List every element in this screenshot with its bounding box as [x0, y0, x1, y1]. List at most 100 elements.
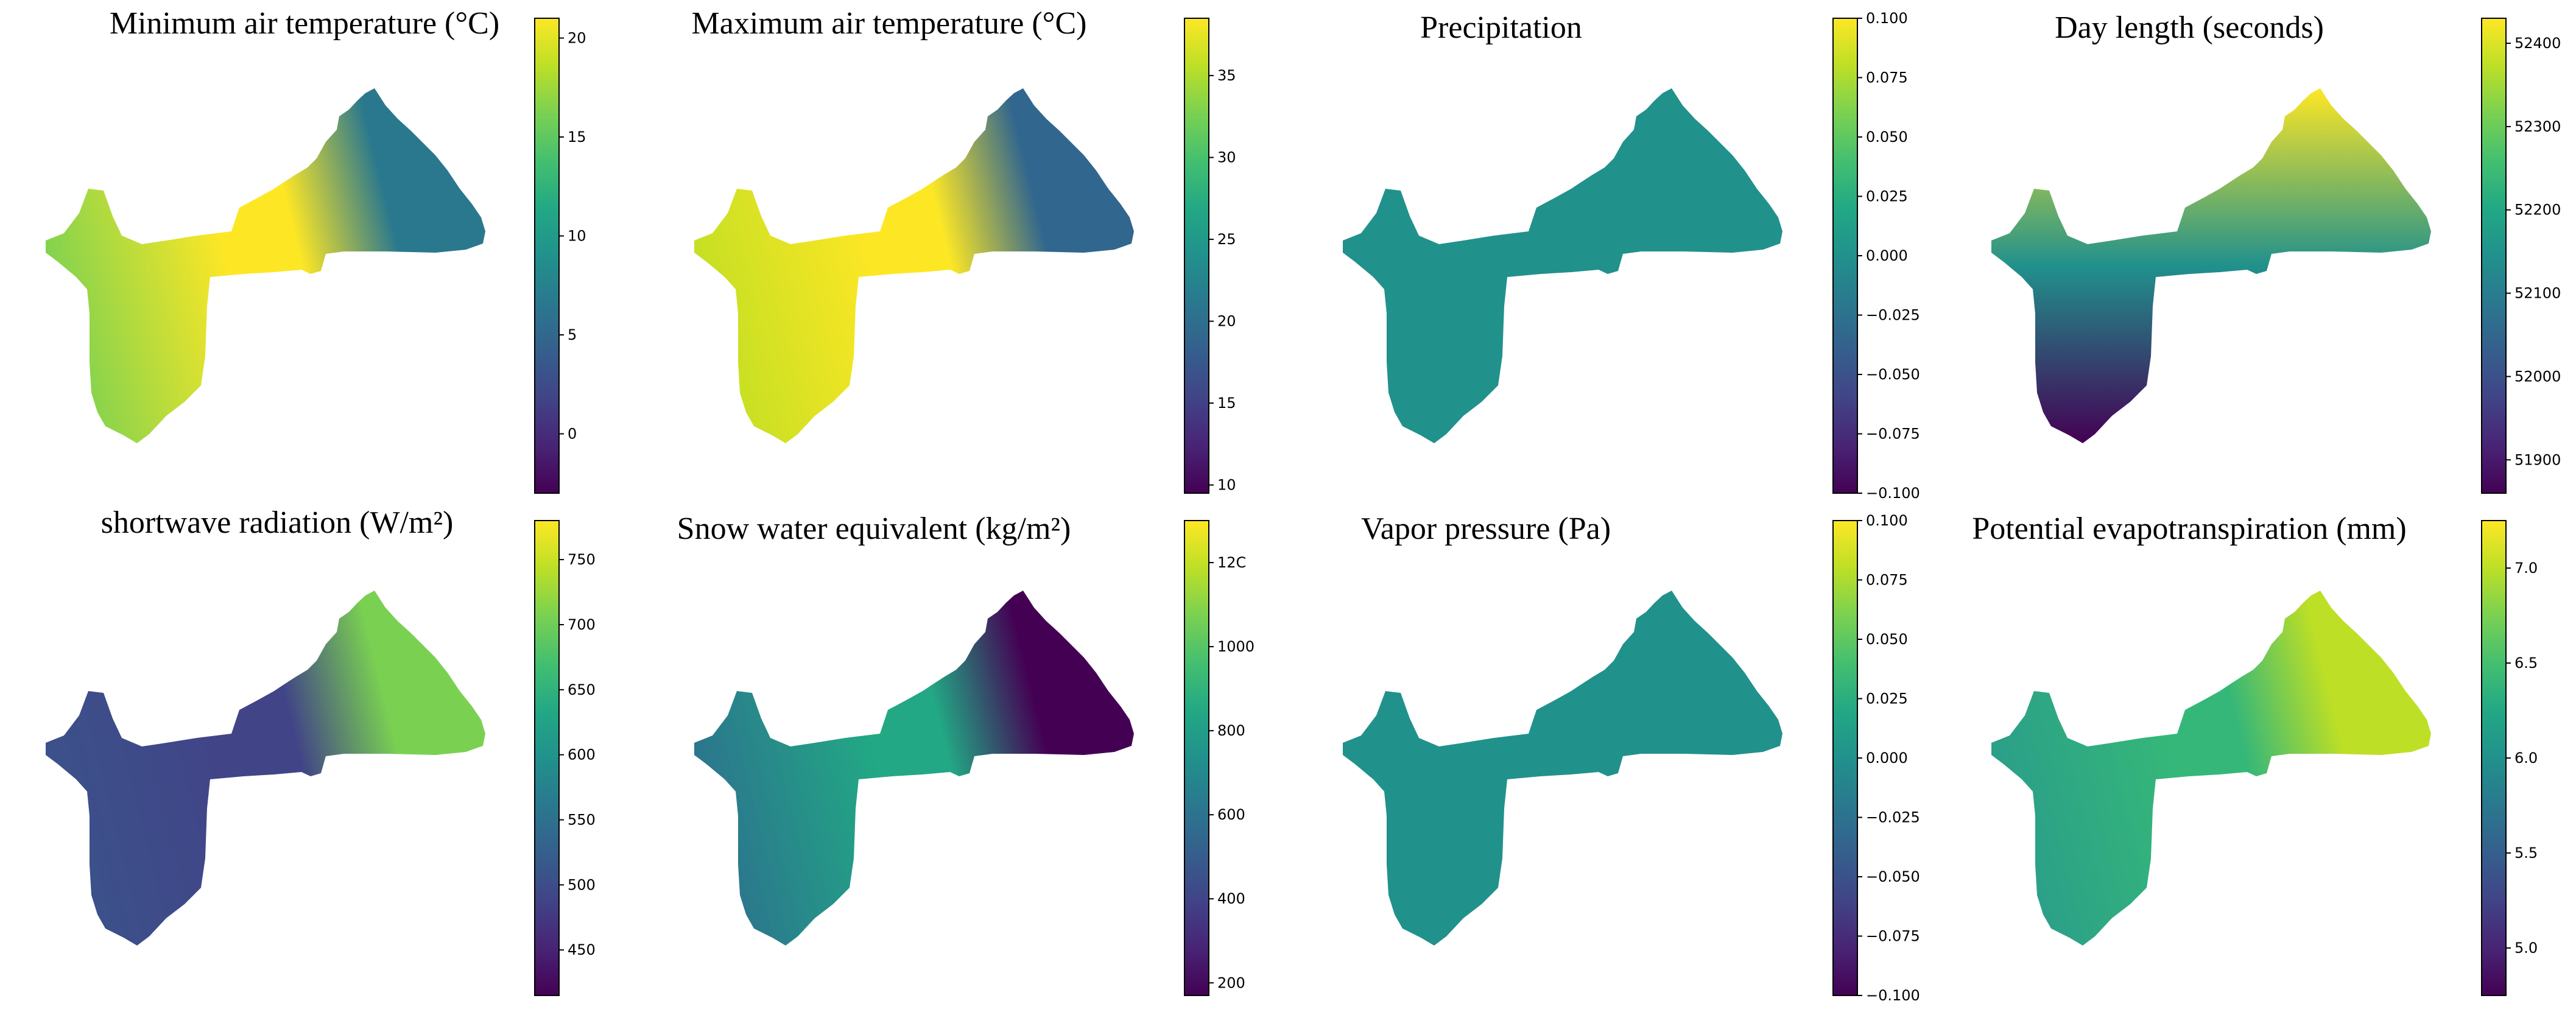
- panel-6: Snow water equivalent (kg/m²) 200 400 600 80…: [677, 511, 1255, 996]
- colorbar-gradient: [535, 521, 559, 995]
- colorbar-gradient: [535, 18, 559, 493]
- colorbar-tick-label: 0.050: [1866, 128, 1908, 146]
- colorbar-tick-label: 700: [568, 616, 596, 633]
- colorbar-tick-label: 400: [1217, 890, 1245, 907]
- colorbar-tick-label: −0.100: [1866, 485, 1920, 502]
- region-map: [694, 88, 1134, 443]
- panel-3: Precipitation −0.100 −0.075 −0.050 −0.025 0.0…: [1343, 10, 1920, 502]
- colorbar-tick-label: −0.050: [1866, 366, 1920, 383]
- panel-1: Minimum air temperature (°C) 0 5 10 15 20: [46, 6, 586, 494]
- colorbar-frame: [1184, 18, 1209, 494]
- colorbar-tick-label: 0.000: [1866, 247, 1908, 264]
- colorbar-tick-label: 1000: [1217, 638, 1255, 655]
- panel-title: Minimum air temperature (°C): [110, 6, 499, 41]
- panel-title: Day length (seconds): [2055, 10, 2324, 45]
- colorbar: 0 5 10 15 20: [534, 18, 586, 494]
- region-map: [1991, 88, 2431, 443]
- colorbar-tick-label: 12C: [1217, 554, 1246, 571]
- region-map: [694, 591, 1134, 946]
- colorbar-tick-label: 500: [568, 876, 596, 893]
- colorbar-tick-label: 15: [1217, 395, 1236, 412]
- region-fill: [1343, 88, 1782, 443]
- colorbar-tick-label: 5.0: [2514, 939, 2538, 957]
- colorbar-tick-label: 750: [568, 551, 596, 568]
- colorbar-tick-label: 0.025: [1866, 188, 1908, 205]
- region-map: [46, 88, 485, 443]
- panel-title: Snow water equivalent (kg/m²): [677, 511, 1071, 546]
- colorbar-tick-label: 450: [568, 941, 596, 958]
- region-fill: [694, 88, 1134, 443]
- colorbar-tick-label: 600: [568, 746, 596, 764]
- colorbar-tick-label: 7.0: [2514, 560, 2538, 577]
- colorbar-tick-label: 650: [568, 681, 596, 698]
- colorbar-tick-label: −0.075: [1866, 928, 1920, 945]
- colorbar-frame: [534, 520, 560, 996]
- panel-title: Vapor pressure (Pa): [1361, 511, 1611, 546]
- region-fill: [1991, 88, 2431, 443]
- colorbar-gradient: [1184, 521, 1209, 995]
- region-fill: [1991, 591, 2431, 946]
- colorbar-frame: [534, 18, 560, 494]
- panel-title: Maximum air temperature (°C): [692, 6, 1087, 41]
- region-map: [1343, 591, 1782, 946]
- colorbar-tick-label: 30: [1217, 149, 1236, 166]
- colorbar-tick-label: 20: [1217, 313, 1236, 330]
- panel-title: Precipitation: [1420, 10, 1582, 45]
- colorbar: 200 400 600 800 1000 12C: [1184, 520, 1255, 996]
- colorbar-tick-label: 0.050: [1866, 631, 1908, 648]
- region-fill: [46, 591, 485, 946]
- panel-5: shortwave radiation (W/m²) 450 500 550 600 65…: [46, 505, 596, 996]
- colorbar-tick-label: 6.0: [2514, 749, 2538, 767]
- colorbar-tick-label: 200: [1217, 974, 1245, 991]
- panel-8: Potential evapotranspiration (mm) 5.0 5.5 6…: [1972, 511, 2538, 996]
- colorbar-gradient: [2482, 18, 2506, 493]
- colorbar-tick-label: 600: [1217, 806, 1245, 823]
- colorbar-gradient: [1833, 521, 1857, 995]
- region-map: [46, 591, 485, 946]
- colorbar: −0.100 −0.075 −0.050 −0.025 0.000 0.025 0.050 0…: [1832, 512, 1920, 1004]
- colorbar-tick-label: 52100: [2514, 285, 2561, 302]
- colorbar-gradient: [2482, 521, 2506, 995]
- colorbar-tick-label: 20: [568, 30, 586, 47]
- colorbar-frame: [1184, 520, 1209, 996]
- colorbar-tick-label: 35: [1217, 67, 1236, 84]
- colorbar-tick-label: 52000: [2514, 368, 2561, 385]
- panel-2: Maximum air temperature (°C) 10 15 20 25 30 35: [692, 6, 1236, 494]
- colorbar-tick-label: 0.100: [1866, 10, 1908, 27]
- colorbar-tick-label: 0.075: [1866, 572, 1908, 589]
- colorbar-tick-label: 0.075: [1866, 69, 1908, 86]
- panel-7: Vapor pressure (Pa)−0.100−0.075−0.050−0.…: [1343, 511, 1920, 1004]
- colorbar: 5.0 5.5 6.0 6.5 7.0: [2481, 520, 2538, 996]
- region-fill: [1343, 591, 1782, 946]
- colorbar-tick-label: 6.5: [2514, 655, 2538, 672]
- colorbar-tick-label: 5: [568, 326, 577, 343]
- panel-4: Day length (seconds) 51900 52000 52100 52200…: [1991, 10, 2561, 494]
- region-map: [1991, 591, 2431, 946]
- colorbar-tick-label: 800: [1217, 722, 1245, 739]
- colorbar-tick-label: 0.025: [1866, 690, 1908, 707]
- colorbar: −0.100 −0.075 −0.050 −0.025 0.000 0.025 0.050 0…: [1832, 10, 1920, 502]
- colorbar-tick-label: −0.025: [1866, 809, 1920, 826]
- colorbar-tick-label: 550: [568, 812, 596, 829]
- colorbar-tick-label: −0.025: [1866, 307, 1920, 324]
- region-fill: [694, 591, 1134, 946]
- colorbar-tick-label: 0.100: [1866, 512, 1908, 529]
- panel-title: shortwave radiation (W/m²): [101, 505, 454, 540]
- colorbar: 450 500 550 600 650 700 750: [534, 520, 596, 996]
- colorbar: 10 15 20 25 30 35: [1184, 18, 1236, 494]
- colorbar-tick-label: −0.100: [1866, 987, 1920, 1004]
- colorbar-tick-label: −0.075: [1866, 426, 1920, 443]
- colorbar-tick-label: 5.5: [2514, 844, 2538, 862]
- colorbar-gradient: [1833, 18, 1857, 493]
- colorbar-tick-label: 10: [568, 228, 586, 245]
- colorbar-tick-label: 10: [1217, 477, 1236, 494]
- colorbar-tick-label: 52400: [2514, 35, 2561, 52]
- region-fill: [46, 88, 485, 443]
- colorbar-tick-label: 0.000: [1866, 749, 1908, 767]
- colorbar-tick-label: −0.050: [1866, 868, 1920, 885]
- colorbar-tick-label: 51900: [2514, 451, 2561, 468]
- colorbar-gradient: [1184, 18, 1209, 493]
- colorbar-tick-label: 15: [568, 128, 586, 146]
- colorbar-tick-label: 52300: [2514, 118, 2561, 135]
